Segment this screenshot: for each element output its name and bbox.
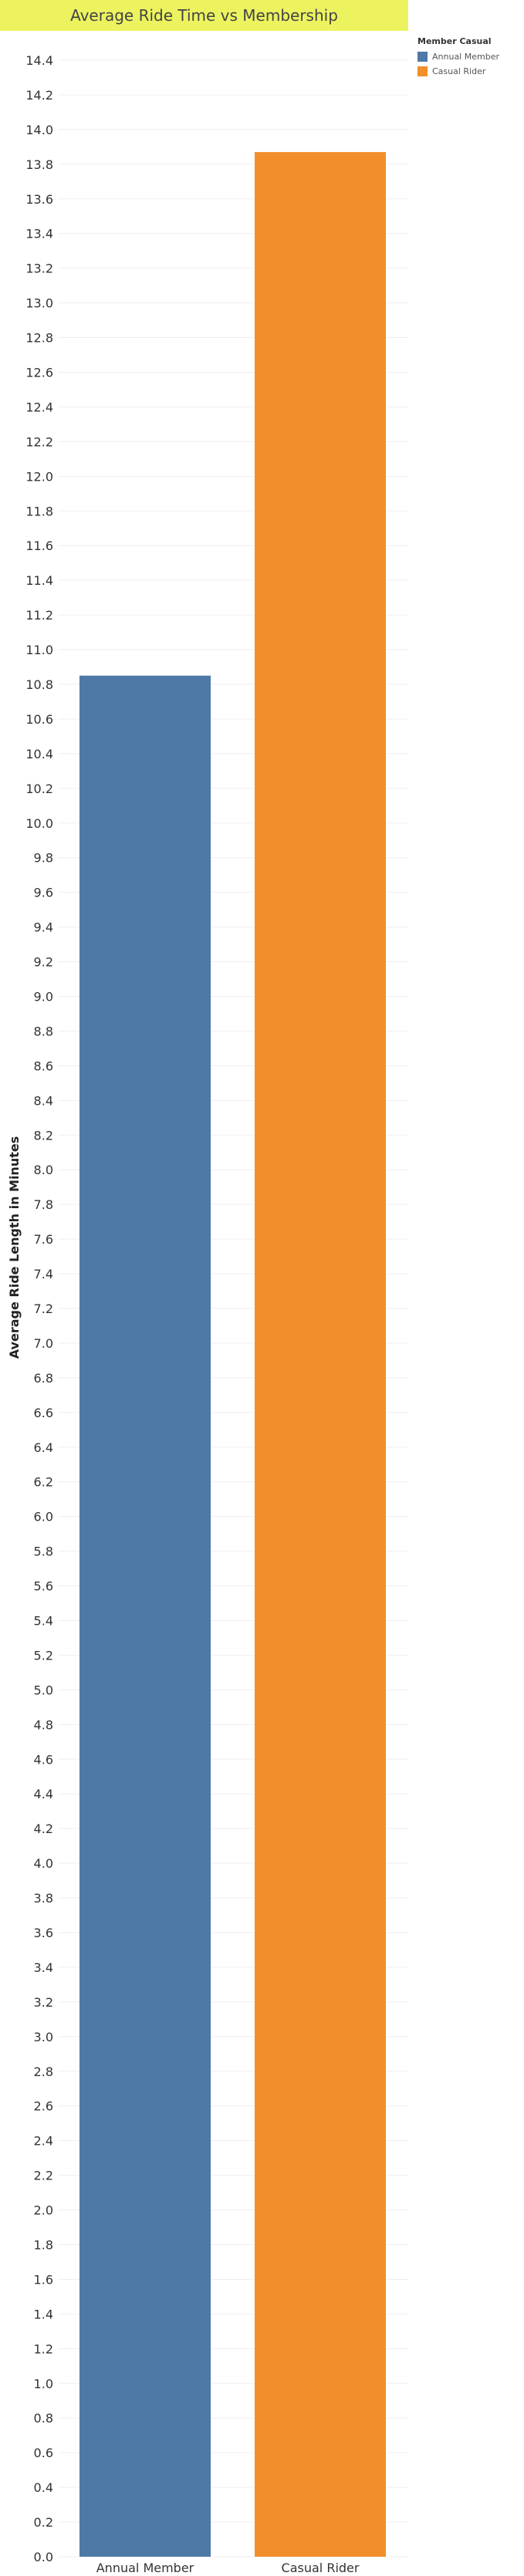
y-axis-title: Average Ride Length in Minutes [7, 1136, 22, 1359]
y-tick-label: 5.8 [34, 1545, 53, 1559]
y-tick-label: 5.0 [34, 1683, 53, 1697]
y-tick-label: 11.2 [25, 608, 53, 623]
y-tick-label: 1.6 [34, 2272, 53, 2287]
y-tick-label: 8.2 [34, 1128, 53, 1143]
y-tick-label: 12.8 [25, 331, 53, 346]
legend: Member Casual Annual Member Casual Rider [418, 36, 499, 79]
y-tick-label: 12.4 [25, 400, 53, 414]
y-tick-label: 5.2 [34, 1648, 53, 1663]
y-tick-label: 10.8 [25, 677, 53, 692]
y-tick-label: 6.8 [34, 1371, 53, 1386]
y-tick-label: 9.4 [34, 920, 53, 935]
y-tick-label: 0.0 [34, 2550, 53, 2564]
y-tick-label: 9.8 [34, 851, 53, 866]
y-tick-label: 11.6 [25, 538, 53, 553]
y-tick-label: 9.6 [34, 886, 53, 900]
legend-item-casual-rider[interactable]: Casual Rider [418, 64, 499, 79]
y-tick-label: 11.8 [25, 504, 53, 518]
y-tick-label: 6.6 [34, 1406, 53, 1420]
y-tick-label: 7.0 [34, 1336, 53, 1351]
y-tick-label: 4.2 [34, 1821, 53, 1836]
legend-item-annual-member[interactable]: Annual Member [418, 49, 499, 64]
y-tick-label: 9.0 [34, 990, 53, 1004]
y-tick-label: 7.4 [34, 1267, 53, 1281]
legend-label-casual-rider: Casual Rider [432, 66, 486, 76]
y-tick-label: 12.2 [25, 434, 53, 449]
y-tick-label: 6.4 [34, 1440, 53, 1455]
y-tick-label: 2.4 [34, 2134, 53, 2149]
y-tick-label: 9.2 [34, 955, 53, 970]
y-tick-label: 14.0 [25, 123, 53, 137]
y-tick-label: 2.6 [34, 2099, 53, 2114]
y-tick-label: 4.8 [34, 1717, 53, 1732]
y-tick-label: 3.8 [34, 1891, 53, 1906]
y-tick-label: 14.4 [25, 53, 53, 68]
y-tick-label: 0.8 [34, 2411, 53, 2426]
y-tick-label: 13.0 [25, 296, 53, 311]
y-tick-label: 10.0 [25, 816, 53, 831]
y-tick-label: 10.2 [25, 782, 53, 796]
legend-title: Member Casual [418, 36, 492, 46]
y-tick-label: 8.0 [34, 1163, 53, 1177]
y-tick-label: 5.4 [34, 1614, 53, 1629]
y-tick-label: 5.6 [34, 1579, 53, 1594]
y-tick-label: 13.8 [25, 157, 53, 172]
y-tick-label: 3.6 [34, 1926, 53, 1940]
legend-swatch-casual-rider [418, 66, 428, 76]
y-tick-label: 13.6 [25, 192, 53, 207]
y-tick-label: 7.6 [34, 1232, 53, 1247]
y-tick-label: 4.6 [34, 1752, 53, 1767]
x-category-label-annual-member: Annual Member [96, 2561, 194, 2575]
y-tick-label: 14.2 [25, 88, 53, 103]
y-tick-label: 12.6 [25, 366, 53, 380]
y-tick-label: 6.2 [34, 1475, 53, 1490]
y-tick-label: 3.4 [34, 1960, 53, 1975]
y-tick-label: 1.4 [34, 2307, 53, 2321]
chart-title: Average Ride Time vs Membership [70, 6, 338, 25]
y-tick-label: 1.0 [34, 2376, 53, 2391]
y-tick-label: 0.4 [34, 2480, 53, 2495]
y-tick-label: 7.2 [34, 1302, 53, 1316]
y-tick-label: 1.2 [34, 2341, 53, 2356]
y-tick-label: 12.0 [25, 469, 53, 484]
x-category-label-casual-rider: Casual Rider [282, 2561, 360, 2575]
bar-casual-rider[interactable] [255, 152, 386, 2557]
y-tick-label: 8.6 [34, 1058, 53, 1073]
y-tick-label: 8.8 [34, 1024, 53, 1038]
y-tick-label: 13.4 [25, 227, 53, 241]
y-tick-label: 6.0 [34, 1510, 53, 1524]
y-tick-label: 11.4 [25, 573, 53, 588]
y-tick-label: 0.2 [34, 2515, 53, 2530]
y-tick-label: 8.4 [34, 1093, 53, 1108]
y-tick-label: 7.8 [34, 1197, 53, 1212]
bar-annual-member[interactable] [79, 675, 211, 2557]
y-tick-label: 11.0 [25, 643, 53, 657]
y-tick-label: 10.4 [25, 747, 53, 761]
y-tick-label: 4.4 [34, 1787, 53, 1801]
y-tick-label: 2.0 [34, 2203, 53, 2218]
y-tick-label: 2.2 [34, 2169, 53, 2183]
y-tick-label: 3.2 [34, 1995, 53, 2010]
y-tick-label: 0.6 [34, 2446, 53, 2460]
y-tick-label: 3.0 [34, 2030, 53, 2044]
title-bar: Average Ride Time vs Membership [0, 0, 408, 31]
legend-label-annual-member: Annual Member [432, 52, 499, 62]
y-tick-label: 13.2 [25, 262, 53, 276]
y-tick-label: 4.0 [34, 1856, 53, 1871]
y-tick-label: 1.8 [34, 2238, 53, 2253]
y-tick-label: 10.6 [25, 712, 53, 727]
legend-swatch-annual-member [418, 52, 428, 62]
y-tick-label: 2.8 [34, 2065, 53, 2079]
